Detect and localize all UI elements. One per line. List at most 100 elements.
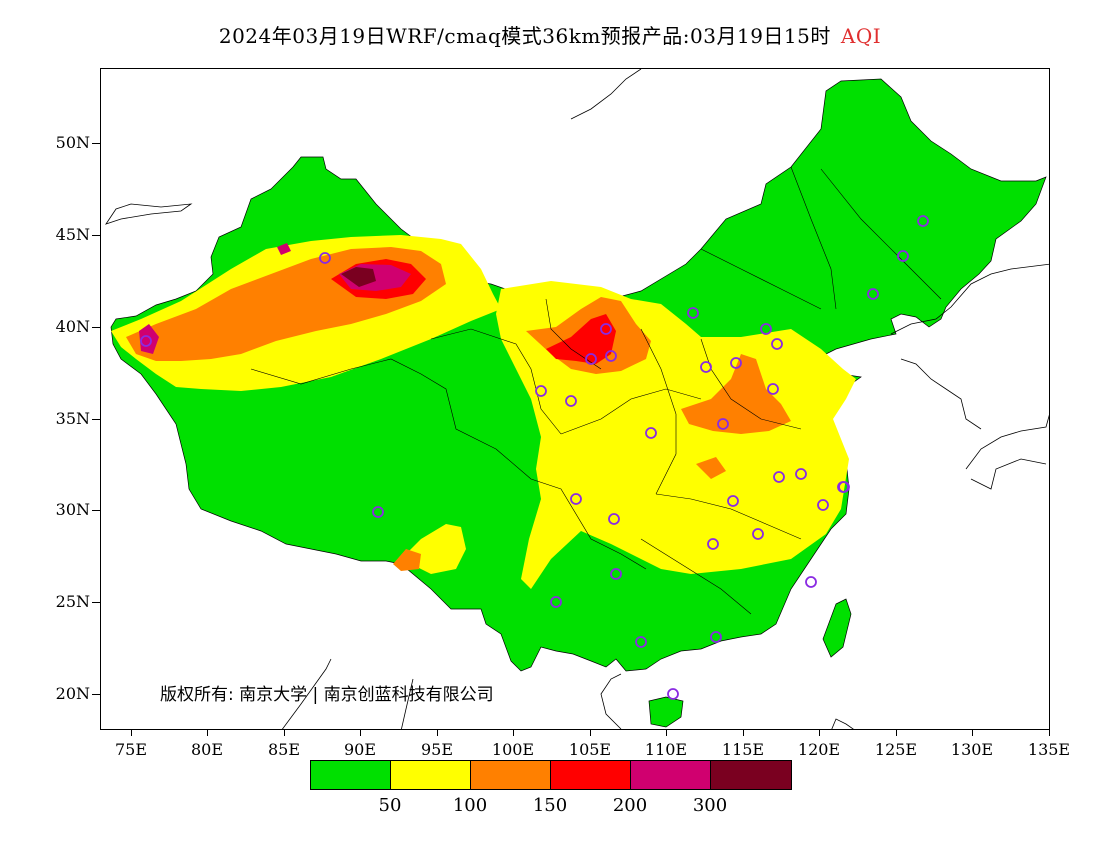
y-tick-label: 20N (55, 684, 90, 703)
x-tick-mark (513, 730, 514, 736)
station-marker (767, 383, 779, 395)
x-tick-mark (743, 730, 744, 736)
x-tick-label: 105E (568, 740, 612, 759)
station-marker (771, 338, 783, 350)
x-tick-label: 135E (1027, 740, 1071, 759)
aqi-zone-maroon-core (341, 267, 376, 287)
hainan-island (648, 696, 684, 728)
copyright-notice: 版权所有: 南京大学 | 南京创蓝科技有限公司 (160, 685, 494, 705)
station-marker (605, 350, 617, 362)
aqi-map-svg (105, 69, 1049, 729)
station-marker (727, 495, 739, 507)
station-marker (600, 323, 612, 335)
y-tick-mark (92, 694, 100, 695)
station-marker (610, 568, 622, 580)
taiwan-island (822, 598, 852, 658)
x-tick-mark (360, 730, 361, 736)
y-tick-mark (92, 419, 100, 420)
station-marker (817, 499, 829, 511)
y-tick-label: 40N (55, 317, 90, 336)
x-tick-label: 110E (644, 740, 688, 759)
province-borders (250, 166, 942, 615)
station-marker (773, 471, 785, 483)
y-tick-label: 35N (55, 409, 90, 428)
x-tick-label: 120E (797, 740, 841, 759)
legend-swatch (391, 761, 471, 789)
station-marker (535, 385, 547, 397)
station-marker (635, 636, 647, 648)
title-text: 2024年03月19日WRF/cmaq模式36km预报产品:03月19日15时 (218, 24, 831, 48)
aqi-zone-orange-center2 (696, 457, 726, 479)
legend-label: 100 (452, 795, 488, 816)
station-marker (700, 361, 712, 373)
x-tick-label: 85E (267, 740, 301, 759)
x-tick-mark (437, 730, 438, 736)
station-marker (319, 252, 331, 264)
station-marker (372, 506, 384, 518)
station-markers (140, 215, 929, 700)
station-marker (838, 481, 850, 493)
x-tick-mark (972, 730, 973, 736)
station-marker (707, 538, 719, 550)
station-marker (897, 250, 909, 262)
station-marker (570, 493, 582, 505)
x-tick-label: 75E (114, 740, 148, 759)
x-tick-mark (896, 730, 897, 736)
y-tick-mark (92, 143, 100, 144)
station-marker (585, 353, 597, 365)
legend-swatch (471, 761, 551, 789)
legend-swatch (551, 761, 631, 789)
station-marker (760, 323, 772, 335)
y-tick-label: 50N (55, 133, 90, 152)
x-tick-mark (1049, 730, 1050, 736)
x-tick-mark (819, 730, 820, 736)
station-marker (608, 513, 620, 525)
station-marker (645, 427, 657, 439)
aqi-zone-orange-central (681, 354, 791, 434)
color-legend (310, 760, 792, 790)
y-tick-label: 45N (55, 225, 90, 244)
station-marker (710, 631, 722, 643)
station-marker (717, 418, 729, 430)
station-marker (795, 468, 807, 480)
station-marker (140, 335, 152, 347)
neighbor-coastlines (105, 69, 1049, 729)
legend-swatch (311, 761, 391, 789)
x-tick-mark (207, 730, 208, 736)
aqi-zone-magenta-dot (277, 243, 291, 255)
map-title: 2024年03月19日WRF/cmaq模式36km预报产品:03月19日15时 A… (0, 20, 1100, 49)
y-tick-mark (92, 235, 100, 236)
legend-label: 50 (378, 795, 402, 816)
aqi-zone-orange-sw (393, 549, 421, 571)
x-tick-mark (284, 730, 285, 736)
station-marker (917, 215, 929, 227)
x-tick-mark (590, 730, 591, 736)
station-marker (867, 288, 879, 300)
x-tick-mark (666, 730, 667, 736)
station-marker (752, 528, 764, 540)
station-marker (667, 688, 679, 700)
legend-label: 150 (532, 795, 568, 816)
legend-label: 200 (612, 795, 648, 816)
x-tick-label: 95E (420, 740, 454, 759)
y-tick-label: 25N (55, 592, 90, 611)
station-marker (565, 395, 577, 407)
legend-label: 300 (692, 795, 728, 816)
x-tick-label: 80E (190, 740, 224, 759)
station-marker (550, 596, 562, 608)
x-tick-label: 100E (491, 740, 535, 759)
x-tick-label: 130E (950, 740, 994, 759)
y-tick-mark (92, 602, 100, 603)
map-area (100, 68, 1050, 730)
station-marker (805, 576, 817, 588)
station-marker (687, 307, 699, 319)
title-aqi-label: AQI (840, 24, 882, 48)
y-tick-label: 30N (55, 500, 90, 519)
x-tick-label: 90E (343, 740, 377, 759)
legend-swatch (631, 761, 711, 789)
x-tick-label: 115E (721, 740, 765, 759)
aqi-zone-red-north (546, 314, 616, 364)
x-tick-mark (131, 730, 132, 736)
y-tick-mark (92, 510, 100, 511)
x-tick-label: 125E (874, 740, 918, 759)
